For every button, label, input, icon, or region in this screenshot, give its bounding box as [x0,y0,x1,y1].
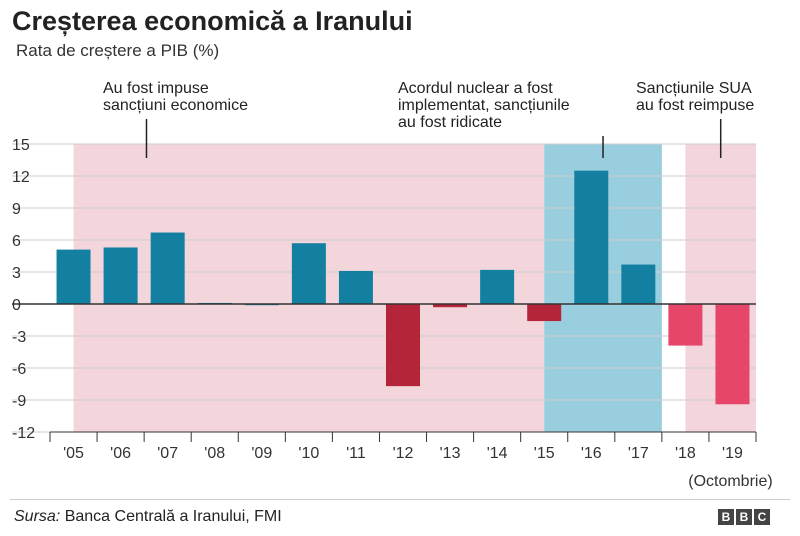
bar-05 [56,249,91,304]
y-tick-label: 6 [12,233,21,250]
y-tick-label: -6 [12,361,26,378]
x-tick-label: '19 [722,445,743,462]
bar-06 [103,247,138,304]
x-tick-label: '05 [63,445,84,462]
bar-10 [291,243,326,304]
annotation-sanctions-imposed: Au fost impuse sancțiuni economice [103,80,248,114]
source-note: Sursa: Banca Centrală a Iranului, FMI [14,508,282,526]
x-tick-label: '17 [628,445,649,462]
x-tick-label: '11 [346,445,366,462]
y-tick-label: -9 [12,393,26,410]
y-tick-label: 0 [12,297,21,314]
annotation-deal-implemented-line: implementat, sancțiunile [398,97,570,114]
x-tick-label: '09 [251,445,272,462]
chart-subtitle: Rata de creștere a PIB (%) [16,41,220,60]
source-label: Sursa: [14,508,61,525]
y-tick-label: -12 [12,425,35,442]
bar-11 [338,270,373,304]
x-axis: '05 '06 '07 '08 '09 '10 '11 '12 '13 '14 '15 '16 '17 '… [49,431,773,490]
x-tick-label: '15 [534,445,555,462]
bbc-logo-letter: C [754,509,770,525]
y-tick-label: 15 [12,137,30,154]
y-tick-label: 12 [12,169,30,186]
x-tick-label: '12 [393,445,414,462]
bar-13 [433,304,468,308]
bbc-logo-letter: B [736,509,752,525]
bars [56,170,750,405]
annotation-sanctions-reimposed-line: au fost reimpuse [636,97,754,114]
y-tick-label: 9 [12,201,21,218]
x-tick-label: '07 [157,445,178,462]
x-tick-label: '13 [440,445,461,462]
x-tick-label: '16 [581,445,602,462]
annotation-sanctions-imposed-line: sancțiuni economice [103,97,248,114]
bar-14 [480,269,515,304]
bar-07 [150,232,185,304]
x-tick-label: '08 [204,445,225,462]
x-tick-label: '06 [110,445,131,462]
bar-15 [527,304,562,322]
y-axis: 15 12 9 6 3 0 -3 -6 -9 -12 [12,137,35,442]
annotation-sanctions-reimposed: Sancțiunile SUA au fost reimpuse [636,80,754,114]
x-note-october: (Octombrie) [688,473,772,490]
annotation-sanctions-imposed-line: Au fost impuse [103,80,209,97]
y-tick-label: 3 [12,265,21,282]
chart-title: Creșterea economică a Iranului [12,6,413,36]
x-tick-label: '14 [487,445,508,462]
bbc-logo: B B C [718,509,770,525]
bar-18 [668,304,703,346]
y-tick-label: -3 [12,329,26,346]
bbc-logo-letter: B [718,509,734,525]
x-tick-label: '18 [675,445,696,462]
annotation-deal-implemented-line: Acordul nuclear a fost [398,80,553,97]
source-text: Banca Centrală a Iranului, FMI [64,508,282,525]
footer-divider [10,499,790,500]
x-tick-label: '10 [298,445,319,462]
annotations: Au fost impuse sancțiuni economice Acordul… [103,80,754,158]
bar-16 [574,170,609,304]
annotation-sanctions-reimposed-line: Sancțiunile SUA [636,80,752,97]
bar-12 [386,304,420,387]
bar-19 [715,304,750,405]
bar-17 [621,264,656,304]
annotation-deal-implemented-line: au fost ridicate [398,114,502,131]
annotation-deal-implemented: Acordul nuclear a fost implementat, sancț… [398,80,570,131]
